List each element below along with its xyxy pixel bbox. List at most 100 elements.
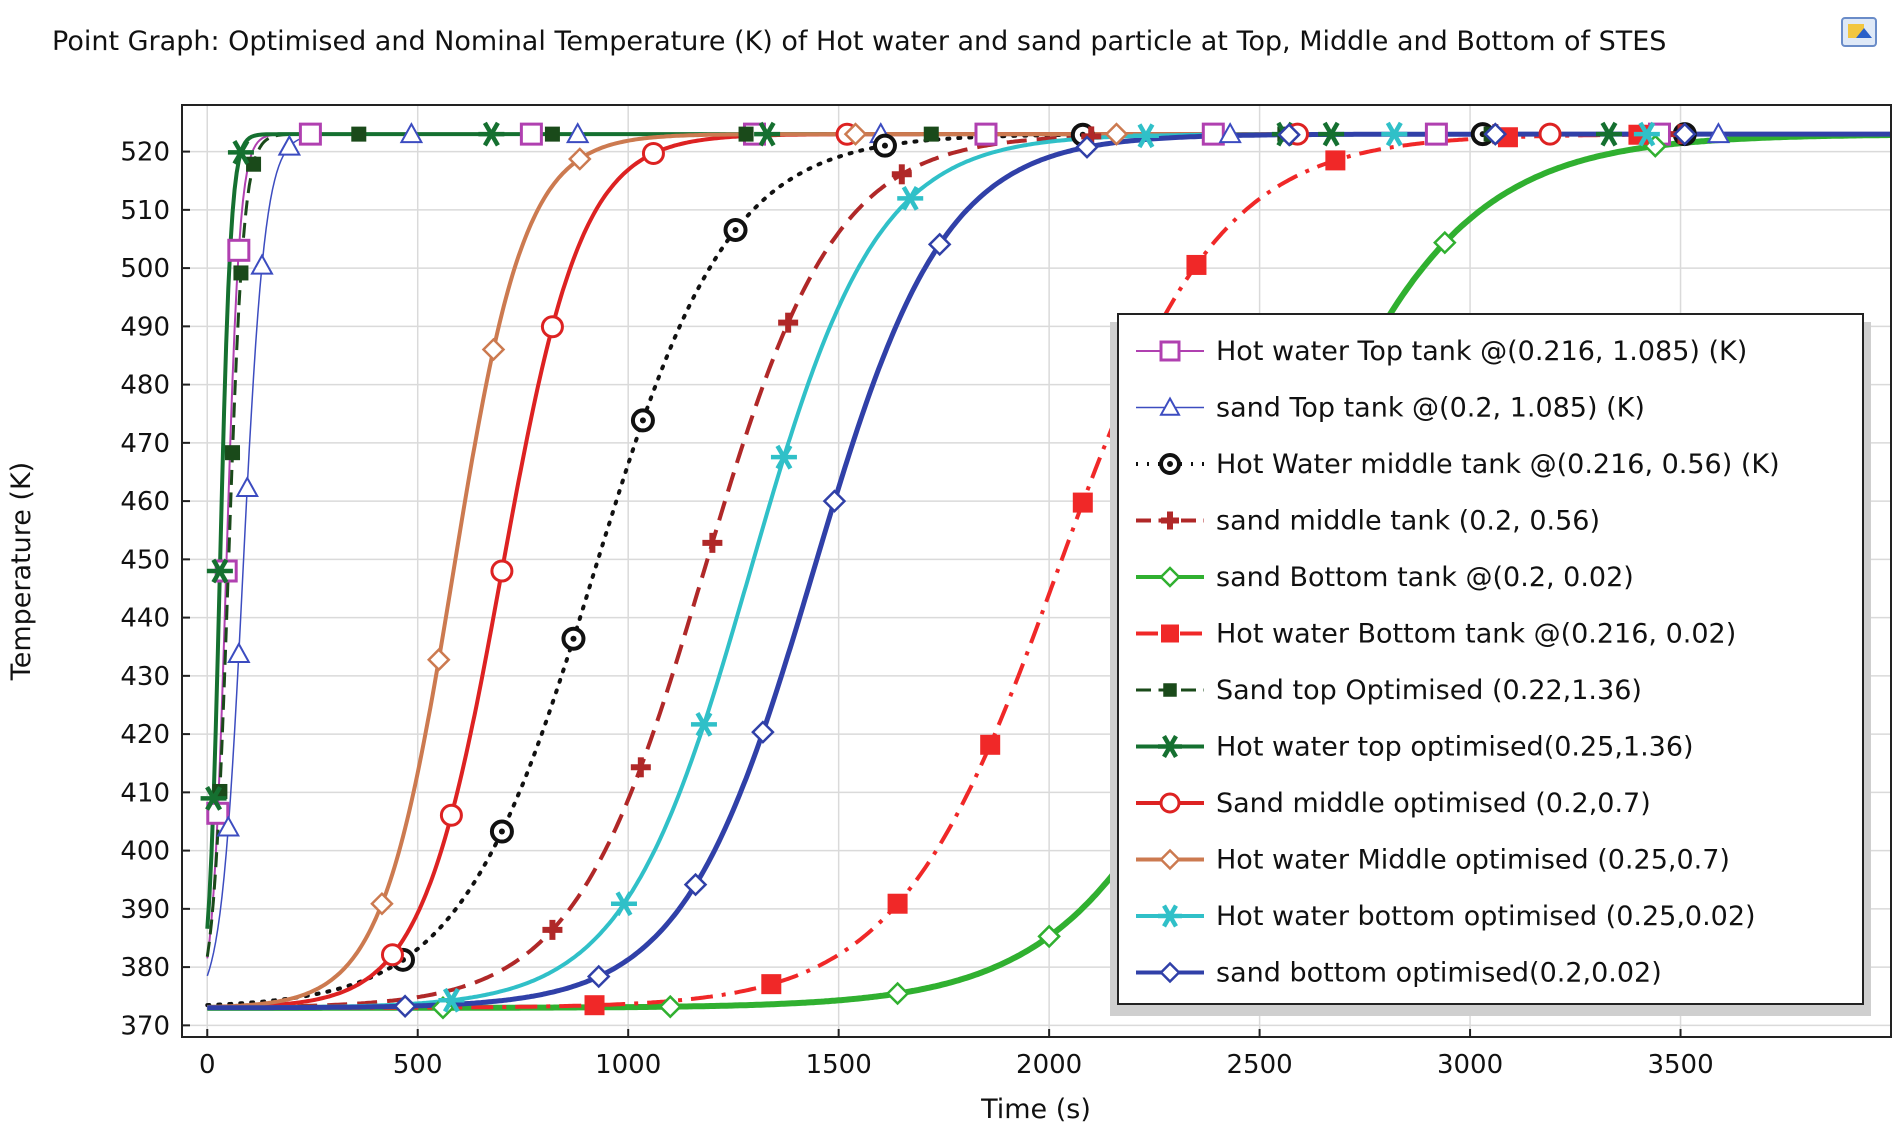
legend-label: sand bottom optimised(0.2,0.02) (1216, 958, 1662, 989)
data-point-marker (702, 532, 723, 553)
y-tick-label: 500 (120, 254, 170, 284)
data-point-marker (1433, 230, 1457, 255)
data-point-marker (227, 641, 251, 663)
y-tick-label: 430 (120, 662, 170, 692)
data-point-marker (1706, 122, 1731, 144)
data-point-spoke (1385, 121, 1403, 147)
data-point-marker (250, 253, 274, 275)
data-point-marker (1672, 122, 1697, 146)
data-point-spoke (205, 785, 223, 811)
data-point-spoke (695, 711, 713, 737)
legend-label: sand Bottom tank @(0.2, 0.02) (1216, 562, 1634, 593)
chart-title: Point Graph: Optimised and Nominal Tempe… (52, 26, 1667, 57)
data-point-marker (1218, 122, 1242, 144)
data-point-marker (872, 133, 897, 158)
legend-box (1117, 313, 1864, 1005)
data-point-marker (393, 994, 417, 1018)
data-point-marker (584, 995, 605, 1016)
data-point-marker (1325, 150, 1346, 171)
data-point-marker (1483, 122, 1508, 146)
data-point-marker (1159, 453, 1181, 475)
data-point-spoke (211, 558, 229, 584)
data-point-marker (630, 408, 655, 433)
data-point-marker (723, 217, 748, 242)
data-point-marker (439, 803, 463, 827)
data-point-marker (1159, 961, 1181, 984)
data-point-dot (1167, 461, 1173, 467)
x-tick-label: 1000 (595, 1050, 661, 1080)
y-tick-label: 490 (120, 312, 170, 342)
data-point-spoke (1600, 121, 1618, 147)
data-point-marker (519, 122, 543, 146)
data-point-marker (641, 141, 665, 165)
data-point-dot (881, 142, 888, 149)
data-point-spoke (442, 987, 460, 1013)
data-point-marker (542, 919, 563, 940)
data-point-spoke (775, 444, 793, 470)
legend-label: Hot Water middle tank @(0.216, 0.56) (K) (1216, 449, 1780, 480)
data-point-spoke (1162, 904, 1178, 928)
legend-label: sand middle tank (0.2, 0.56) (1216, 506, 1600, 537)
legend-entry: sand bottom optimised(0.2,0.02) (1136, 958, 1662, 989)
data-point-marker (1075, 135, 1099, 159)
data-point-marker (630, 757, 651, 778)
y-tick-label: 520 (120, 138, 170, 168)
data-point-marker (923, 126, 939, 142)
legend-label: sand Top tank @(0.2, 1.085) (K) (1216, 393, 1645, 424)
legend-label: Hot water top optimised(0.25,1.36) (1216, 732, 1694, 763)
data-point-marker (658, 994, 683, 1019)
data-point-marker (1277, 122, 1301, 147)
data-point-marker (887, 893, 908, 914)
legend-label: Sand middle optimised (0.2,0.7) (1216, 788, 1651, 819)
data-point-marker (1159, 566, 1181, 588)
y-tick-label: 440 (120, 604, 170, 634)
data-point-marker (1161, 624, 1179, 643)
data-point-marker (683, 872, 708, 897)
data-point-marker (751, 720, 775, 744)
export-image-icon[interactable] (1838, 12, 1882, 52)
data-point-marker (843, 122, 868, 146)
data-point-marker (540, 315, 564, 339)
data-point-marker (738, 126, 754, 142)
data-point-marker (227, 140, 254, 165)
y-tick-label: 420 (120, 720, 170, 750)
data-point-marker (927, 232, 952, 257)
data-point-marker (974, 122, 998, 146)
y-tick-label: 460 (120, 487, 170, 517)
legend-entry: Sand top Optimised (0.22,1.36) (1136, 675, 1642, 706)
data-point-marker (761, 974, 782, 995)
data-point-marker (1104, 122, 1129, 146)
data-point-marker (427, 647, 451, 672)
data-point-marker (586, 964, 611, 989)
x-tick-label: 3500 (1647, 1050, 1713, 1080)
data-point-dot (498, 828, 505, 835)
data-point-dot (732, 226, 739, 233)
data-point-marker (565, 122, 590, 144)
data-point-marker (225, 445, 241, 461)
data-point-marker (1633, 121, 1660, 147)
data-point-spoke (901, 186, 919, 211)
data-point-marker (489, 819, 514, 844)
data-point-marker (351, 126, 367, 142)
legend-entry: Hot water Top tank @(0.216, 1.085) (K) (1136, 336, 1747, 367)
legend-label: Hot water bottom optimised (0.25,0.02) (1216, 901, 1756, 932)
data-point-marker (610, 891, 637, 917)
data-point-marker (690, 711, 717, 737)
y-tick-label: 370 (120, 1011, 170, 1041)
data-point-marker (1595, 121, 1622, 147)
data-point-marker (1159, 792, 1181, 814)
plot-frame (181, 104, 1892, 1038)
x-tick-label: 3000 (1437, 1050, 1503, 1080)
data-point-spoke (482, 121, 500, 147)
legend-entry: sand middle tank (0.2, 0.56) (1136, 506, 1600, 537)
data-point-marker (478, 121, 505, 147)
data-point-marker (227, 238, 251, 262)
data-point-spoke (615, 891, 633, 917)
data-point-marker (481, 337, 506, 362)
data-point-marker (206, 558, 233, 584)
data-point-marker (1132, 123, 1159, 149)
legend-entry: Hot water Middle optimised (0.25,0.7) (1136, 845, 1730, 876)
data-point-marker (754, 121, 781, 147)
data-point-dot (639, 417, 646, 424)
